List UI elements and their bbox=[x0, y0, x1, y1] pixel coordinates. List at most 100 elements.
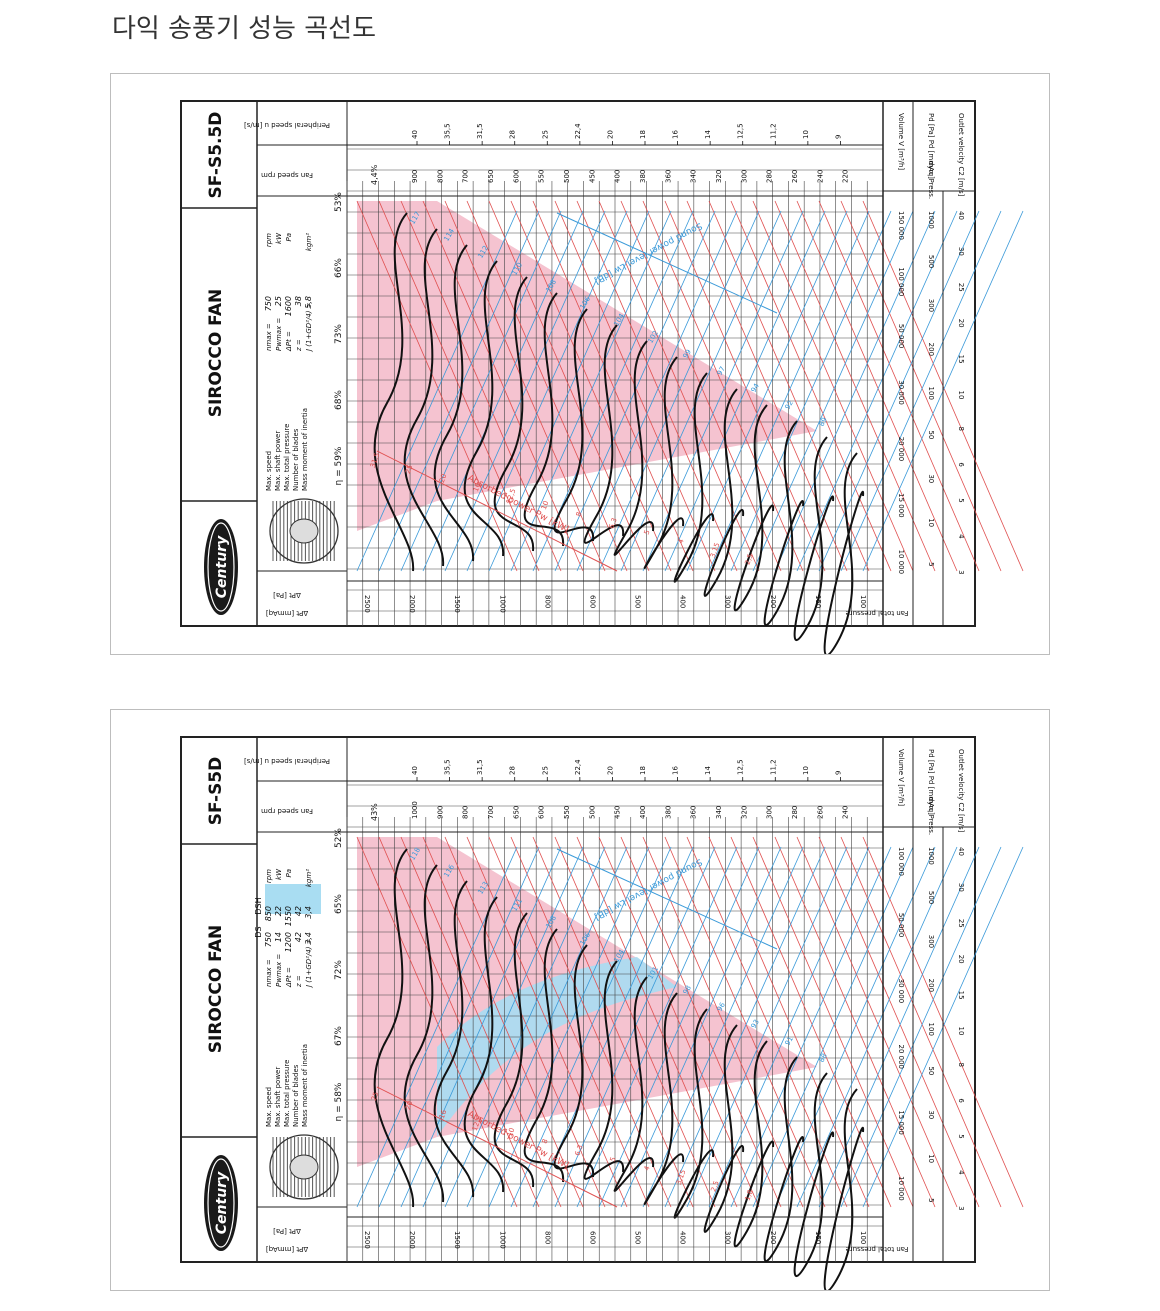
fan-curve bbox=[793, 436, 835, 641]
power-label: 1,8 bbox=[743, 1189, 754, 1202]
peripheral-speed-tick: 40 bbox=[411, 766, 419, 775]
spec-symbol: nmax = bbox=[265, 323, 273, 351]
power-label: 5 bbox=[643, 529, 652, 536]
page-title: 다익 송풍기 성능 곡선도 bbox=[112, 14, 376, 44]
pressure-tick: 500 bbox=[634, 595, 642, 608]
rpm-tick: 260 bbox=[791, 170, 799, 183]
peripheral-speed-tick: 12,5 bbox=[737, 123, 745, 139]
power-label: 10 bbox=[540, 500, 551, 511]
efficiency-label: η = 59% bbox=[334, 446, 344, 485]
efficiency-band-blue bbox=[437, 957, 677, 1137]
sound-level-label: 89 bbox=[818, 416, 829, 428]
dp-pa-label: ΔPt [Pa] bbox=[273, 591, 301, 599]
sound-line bbox=[620, 210, 782, 572]
fan-curve bbox=[463, 896, 505, 1193]
brand-logo: Century bbox=[204, 519, 238, 615]
spec-unit: Pa bbox=[285, 869, 293, 878]
fan-curve bbox=[643, 356, 685, 569]
spec-symbol: z = bbox=[295, 339, 303, 352]
power-line bbox=[400, 836, 562, 1208]
peripheral-speed-axis-label: Peripheral speed u [m/s] bbox=[244, 121, 330, 129]
sound-level-label: 91 bbox=[784, 1035, 795, 1047]
sound-line bbox=[796, 846, 958, 1208]
outlet-velocity-tick: 3 bbox=[957, 570, 965, 574]
fan-curves bbox=[373, 212, 865, 654]
fan-curve bbox=[763, 420, 805, 626]
spec-value: 38 bbox=[294, 296, 303, 306]
dyn-press-tick: 5 bbox=[927, 562, 935, 566]
fan-curve bbox=[523, 292, 565, 547]
spec-value: 3,4 bbox=[304, 932, 313, 945]
peripheral-speed-tick: 35,5 bbox=[444, 123, 452, 139]
fan-curve bbox=[613, 340, 655, 556]
dyn-press-tick: 50 bbox=[927, 1066, 935, 1075]
fan-curve bbox=[553, 944, 595, 1178]
pressure-tick: 200 bbox=[769, 1231, 777, 1244]
dyn-press-tick: 500 bbox=[927, 255, 935, 268]
sound-line bbox=[444, 846, 606, 1208]
sound-line bbox=[686, 210, 848, 572]
peripheral-speed-tick: 31,5 bbox=[476, 123, 484, 139]
rpm-tick: 240 bbox=[842, 806, 850, 819]
sound-line bbox=[620, 846, 782, 1208]
peripheral-speed-tick: 20 bbox=[606, 766, 614, 775]
outlet-velocity-tick: 30 bbox=[957, 883, 965, 892]
brand-logo-ring bbox=[207, 522, 235, 612]
pressure-tick: 800 bbox=[543, 1231, 551, 1244]
pressure-tick: 400 bbox=[679, 595, 687, 608]
peripheral-speed-tick: 11,2 bbox=[769, 123, 777, 139]
volume-tick: 50 000 bbox=[897, 324, 905, 349]
sound-line bbox=[488, 210, 650, 572]
spec-value: 750 bbox=[264, 296, 273, 311]
power-label: 5 bbox=[609, 1156, 618, 1163]
volume-tick: 20 000 bbox=[897, 1045, 905, 1070]
spec-value: 22 bbox=[274, 906, 283, 916]
rpm-tick: 500 bbox=[563, 170, 571, 183]
fan-curve bbox=[403, 864, 445, 1203]
total-pressure-label: Fan total pressure bbox=[846, 1245, 909, 1253]
pressure-tick: 1500 bbox=[453, 1231, 461, 1249]
power-label: 2,5 bbox=[709, 1180, 720, 1193]
fan-curve bbox=[493, 912, 535, 1188]
spec-symbol: ΔPt = bbox=[285, 331, 293, 352]
rpm-tick: 700 bbox=[462, 170, 470, 183]
rpm-tick: 650 bbox=[487, 170, 495, 183]
dyn-press-tick: 200 bbox=[927, 979, 935, 992]
rpm-tick: 400 bbox=[614, 170, 622, 183]
spec-unit: rpm bbox=[265, 233, 273, 247]
outlet-velocity-tick: 20 bbox=[957, 319, 965, 328]
sound-line bbox=[466, 210, 628, 572]
efficiency-band-pink bbox=[357, 201, 817, 531]
dyn-press-tick: 10 bbox=[927, 518, 935, 527]
sound-line bbox=[774, 210, 936, 572]
rpm-tick: 320 bbox=[740, 806, 748, 819]
outlet-velocity-tick: 5 bbox=[957, 498, 965, 502]
dyn-pressure-label: Pd [Pa] Pd [mmAq] bbox=[927, 113, 935, 179]
volume-tick: 15 000 bbox=[897, 493, 905, 517]
power-label: 6,3 bbox=[573, 1144, 584, 1157]
peripheral-speed-tick: 11,2 bbox=[769, 759, 777, 775]
sound-line bbox=[708, 846, 870, 1208]
impeller-hub bbox=[289, 518, 319, 544]
peripheral-speed-tick: 25 bbox=[541, 130, 549, 139]
dyn-press-tick: 30 bbox=[927, 474, 935, 483]
sound-line bbox=[510, 210, 672, 572]
rpm-tick: 240 bbox=[816, 170, 824, 183]
impeller-rim bbox=[269, 1134, 339, 1200]
spec-label: Max. shaft power bbox=[274, 431, 282, 491]
power-line bbox=[422, 200, 584, 572]
outlet-velocity-tick: 30 bbox=[957, 247, 965, 256]
power-line bbox=[378, 836, 540, 1208]
outlet-velocity-label: Outlet velocity C2 [m/s] bbox=[957, 113, 965, 197]
sound-lines bbox=[356, 210, 1024, 572]
fan-curve bbox=[793, 1072, 835, 1277]
spec-value: 3,4 bbox=[304, 906, 313, 919]
efficiency-label: 66% bbox=[334, 258, 344, 278]
power-label: 25 bbox=[404, 464, 415, 475]
brand-logo-text: Century bbox=[214, 535, 230, 598]
dyn-press-tick: 300 bbox=[927, 299, 935, 312]
spec-label: Max. total pressure bbox=[283, 424, 291, 491]
rpm-tick: 1000 bbox=[411, 801, 419, 819]
power-line bbox=[444, 200, 606, 572]
peripheral-speed-tick: 16 bbox=[672, 766, 680, 775]
